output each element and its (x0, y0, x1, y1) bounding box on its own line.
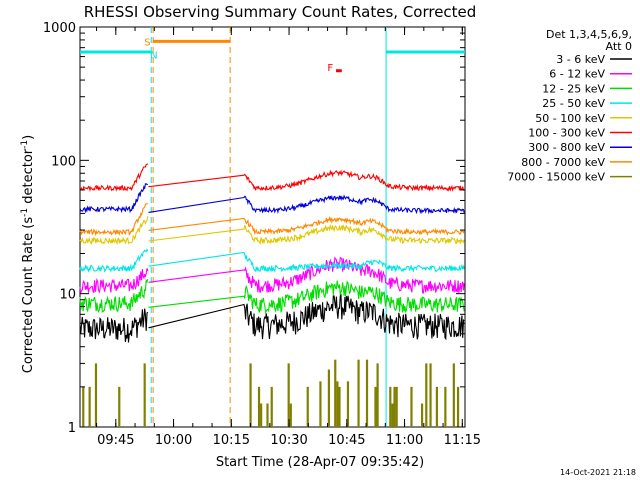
series-3-6-kev (79, 293, 465, 343)
annotation-label: F (327, 63, 333, 74)
series-7000-15000-kev (82, 359, 460, 427)
annotation-label: S (144, 37, 150, 48)
series-line (148, 251, 465, 273)
y-tick-label: 1000 (43, 21, 76, 36)
series-line (148, 215, 465, 237)
x-tick-label: 10:00 (155, 433, 192, 448)
series-line (79, 163, 149, 193)
series-50-100-kev (79, 216, 465, 246)
series-line (79, 268, 149, 294)
series-line (148, 169, 465, 193)
y-tick-label: 10 (59, 288, 76, 303)
legend-label: 6 - 12 keV (549, 68, 605, 81)
series-100-300-kev (79, 163, 465, 193)
y-tick-label: 1 (68, 421, 76, 436)
annotations-layer: SN F (144, 37, 342, 74)
series-line (79, 278, 149, 313)
legend-label: 12 - 25 keV (542, 82, 605, 95)
legend-label: 7000 - 15000 keV (507, 171, 605, 184)
series-300-800-kev (79, 183, 465, 215)
series-line (79, 203, 148, 237)
legend-label: 25 - 50 keV (542, 97, 605, 110)
plot-frame (79, 26, 466, 428)
y-axis-label-sup: -1 (20, 140, 30, 149)
series-line (148, 280, 465, 315)
series-25-50-kev (79, 248, 465, 273)
series-line (79, 183, 148, 214)
y-axis-label: Corrected Count Rate (s-1 detector-1) (20, 135, 36, 373)
legend-header: Att 0 (606, 40, 632, 53)
series-line (79, 216, 149, 246)
series-line (79, 248, 149, 273)
x-tick-label: 09:45 (97, 433, 134, 448)
legend-header: Det 1,3,4,5,6,9, (546, 28, 632, 41)
x-tick-label: 11:00 (386, 433, 423, 448)
legend-label: 100 - 300 keV (528, 127, 605, 140)
chart-title: RHESSI Observing Summary Count Rates, Co… (84, 3, 477, 21)
axes-layer: 1 10 100 1000 09:45 10:00 10:15 10:30 10:45 11:00… (43, 21, 481, 448)
y-axis-label-part: detector (21, 148, 36, 208)
x-tick-label: 11:15 (444, 433, 481, 448)
x-tick-label: 10:45 (328, 433, 365, 448)
generation-timestamp: 14-Oct-2021 21:18 (560, 468, 636, 477)
series-6-12-kev (79, 256, 465, 294)
y-tick-label: 100 (51, 154, 76, 169)
legend-label: 300 - 800 keV (528, 141, 605, 154)
series-layer (79, 163, 465, 427)
x-axis-label: Start Time (28-Apr-07 09:35:42) (216, 455, 424, 470)
series-12-25-kev (79, 278, 465, 315)
legend-label: 800 - 7000 keV (521, 156, 605, 169)
series-line (148, 256, 465, 294)
x-tick-label: 10:30 (270, 433, 307, 448)
series-line (79, 308, 149, 343)
series-800-7000-kev (79, 203, 465, 237)
y-axis-label-part: Corrected Count Rate (s (21, 217, 36, 374)
x-tick-label: 10:15 (213, 433, 250, 448)
y-axis-label-part: ) (21, 135, 36, 140)
series-line (148, 293, 465, 341)
legend-label: 3 - 6 keV (556, 53, 605, 66)
series-line (148, 223, 465, 246)
series-line (148, 194, 465, 215)
legend: Det 1,3,4,5,6,9,Att 03 - 6 keV 6 - 12 keV… (507, 28, 632, 184)
bands-layer (80, 27, 465, 427)
legend-label: 50 - 100 keV (535, 112, 605, 125)
y-axis-label-sup: -1 (20, 208, 30, 217)
annotation-label: N (150, 51, 157, 62)
